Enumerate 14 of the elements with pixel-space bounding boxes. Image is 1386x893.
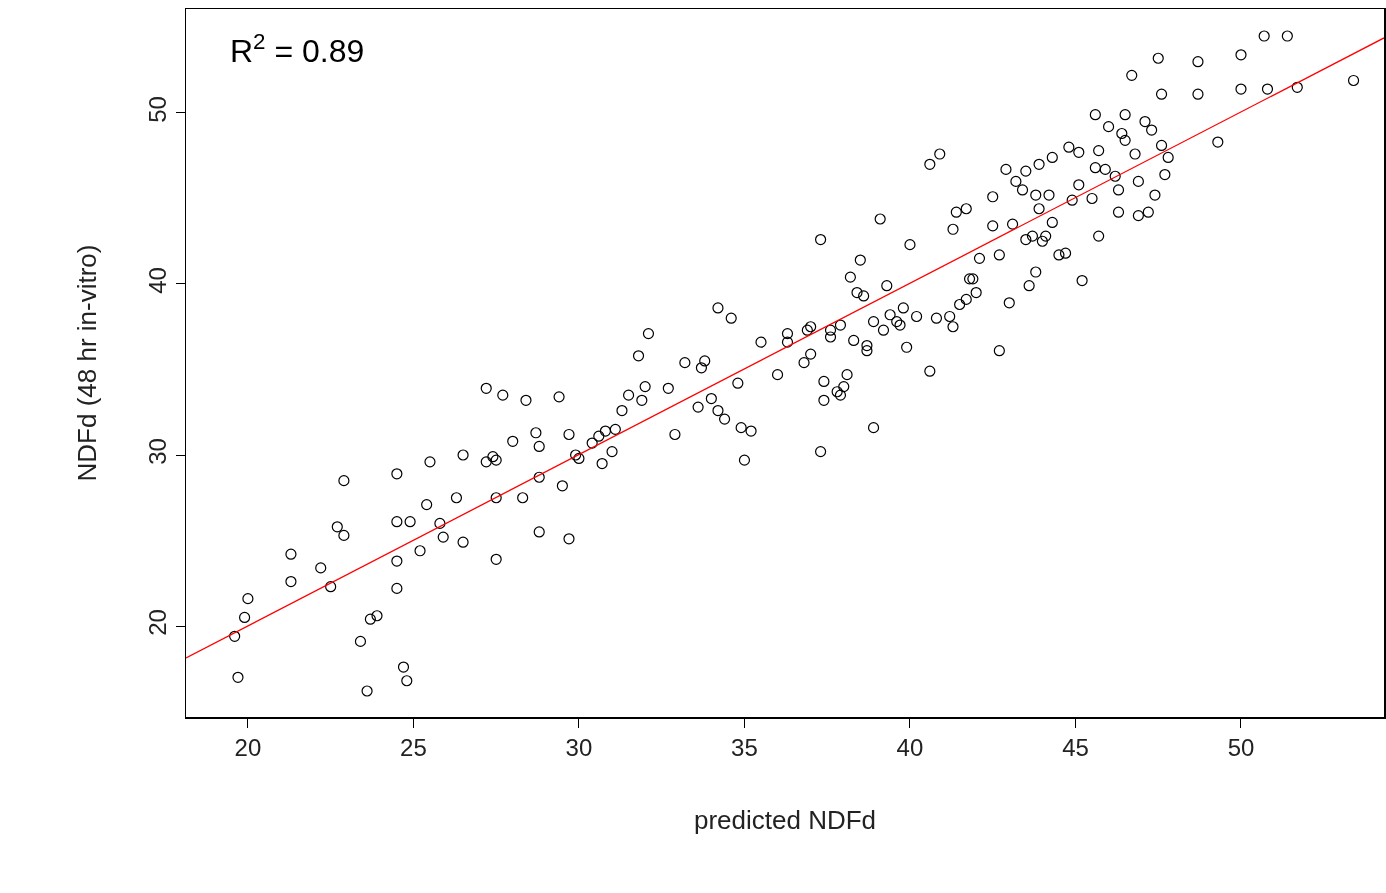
x-tick-label: 50 — [1227, 734, 1255, 762]
y-axis-title: NDFd (48 hr in-vitro) — [71, 244, 102, 482]
x-tick-label: 35 — [731, 734, 758, 762]
x-tick-label: 45 — [1062, 734, 1089, 762]
y-tick-label: 40 — [143, 267, 171, 294]
annotation: R$^{2}$ = 0.89 — [230, 29, 365, 70]
x-tick-label: 25 — [400, 734, 427, 762]
x-tick-label: 40 — [896, 734, 924, 762]
y-tick-label: 50 — [143, 96, 171, 123]
x-tick-label: 30 — [565, 734, 593, 762]
y-tick-label: 20 — [143, 609, 171, 636]
x-tick-label: 20 — [234, 734, 262, 762]
y-tick-label: 30 — [143, 438, 171, 465]
x-axis-title: predicted NDFd — [693, 804, 877, 835]
